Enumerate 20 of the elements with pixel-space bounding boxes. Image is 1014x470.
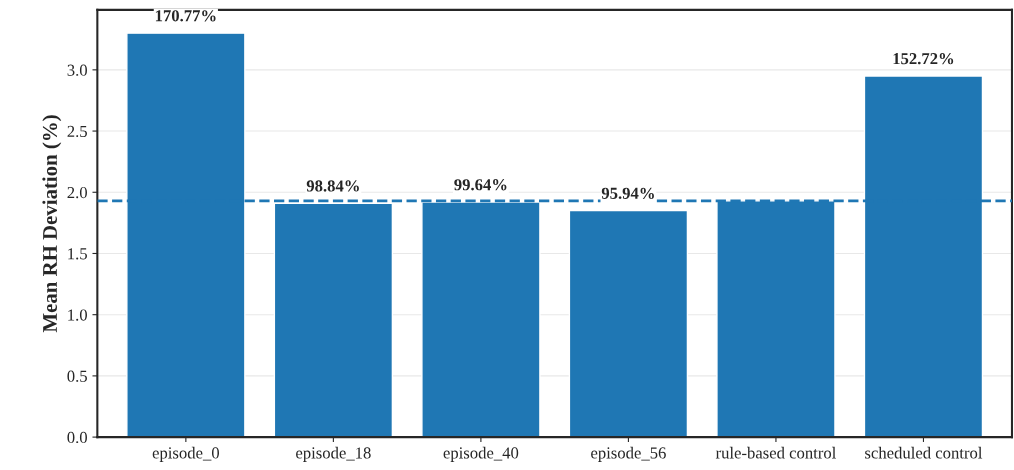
- y-tick-label: 0.0: [67, 431, 87, 444]
- y-tick-label: 0.5: [67, 370, 87, 382]
- y-axis-title: Mean RH Deviation (%): [42, 115, 62, 333]
- annotation: 98.84%: [306, 180, 359, 192]
- y-tick-label: 2.0: [67, 186, 87, 199]
- x-tick-label: episode_0: [152, 446, 220, 462]
- y-tick-label: 3.0: [67, 64, 87, 76]
- y-tick-label: 1.0: [68, 309, 87, 321]
- annotation: 170.77%: [155, 10, 216, 22]
- y-tick-label: 1.5: [68, 248, 87, 260]
- x-tick-label: episode_56: [591, 446, 666, 462]
- annotation: 152.72%: [893, 53, 954, 65]
- x-tick-label: episode_40: [443, 446, 519, 462]
- x-tick-label: episode_18: [296, 446, 371, 462]
- y-tick-label: 2.5: [67, 125, 87, 138]
- x-tick-label: rule-based control: [715, 446, 836, 459]
- annotation: 95.94%: [601, 187, 654, 199]
- annotation: 99.64%: [454, 179, 507, 191]
- x-tick-label: scheduled control: [865, 446, 983, 459]
- bar: [568, 209, 689, 438]
